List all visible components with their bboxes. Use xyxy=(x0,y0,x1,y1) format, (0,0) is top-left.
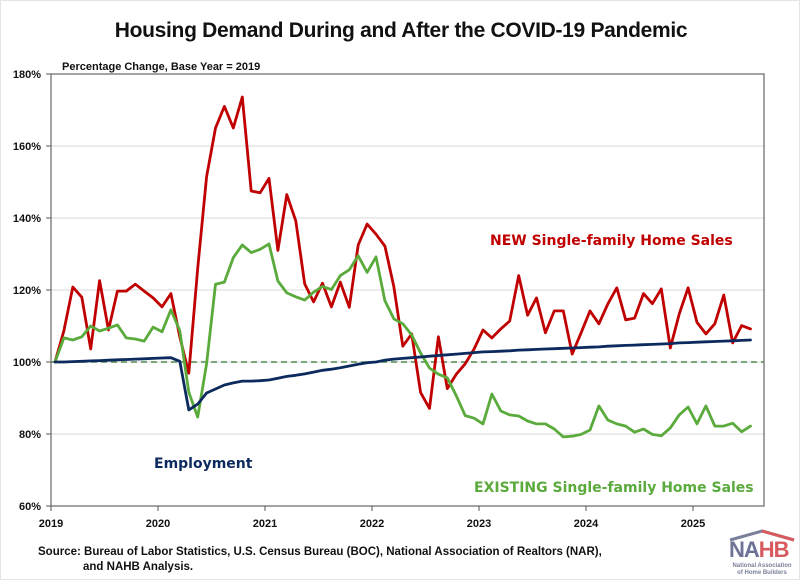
y-tick-label: 120% xyxy=(13,285,41,297)
y-tick-label: 140% xyxy=(13,213,41,225)
nahb-logo: NAHB National Association of Home Builder… xyxy=(727,528,797,578)
series-line-existing-single-family-home-sales xyxy=(53,242,752,439)
x-tick-label: 2022 xyxy=(360,518,384,530)
annotation-employment: Employment xyxy=(154,456,253,472)
x-tick-label: 2024 xyxy=(574,518,599,530)
y-tick-label: 100% xyxy=(13,357,41,369)
y-tick-label: 80% xyxy=(19,429,41,441)
annotation-new-sales: NEW Single-family Home Sales xyxy=(490,233,733,249)
series-line-employment xyxy=(53,338,752,412)
x-tick-label: 2021 xyxy=(253,518,277,530)
y-tick-label: 180% xyxy=(13,69,41,81)
plot-frame xyxy=(50,73,765,507)
source-line-2: and NAHB Analysis. xyxy=(83,561,194,573)
chart-subtitle: Percentage Change, Base Year = 2019 xyxy=(62,61,261,73)
series-line-new-single-family-home-sales xyxy=(53,95,752,410)
x-tick-label: 2025 xyxy=(681,518,705,530)
y-tick-label: 160% xyxy=(13,141,41,153)
house-roof-icon xyxy=(729,529,795,542)
x-tick-label: 2023 xyxy=(467,518,491,530)
chart-title: Housing Demand During and After the COVI… xyxy=(114,19,688,42)
x-tick-label: 2019 xyxy=(39,518,63,530)
y-tick-label: 60% xyxy=(19,501,41,513)
gridlines xyxy=(51,73,764,435)
logo-wordmark: NAHB xyxy=(729,537,790,562)
x-tick-label: 2020 xyxy=(146,518,170,530)
series-lines xyxy=(53,95,752,439)
source-note: Source: Bureau of Labor Statistics, U.S.… xyxy=(38,545,602,575)
annotation-existing-sales: EXISTING Single-family Home Sales xyxy=(474,480,754,496)
axes: 60% 80% 100% 120% 140% 160% 180% 2019 2020 2021 20… xyxy=(13,69,765,530)
source-line-1: Source: Bureau of Labor Statistics, U.S.… xyxy=(38,546,602,558)
logo-subtitle: National Association of Home Builders xyxy=(732,563,792,576)
